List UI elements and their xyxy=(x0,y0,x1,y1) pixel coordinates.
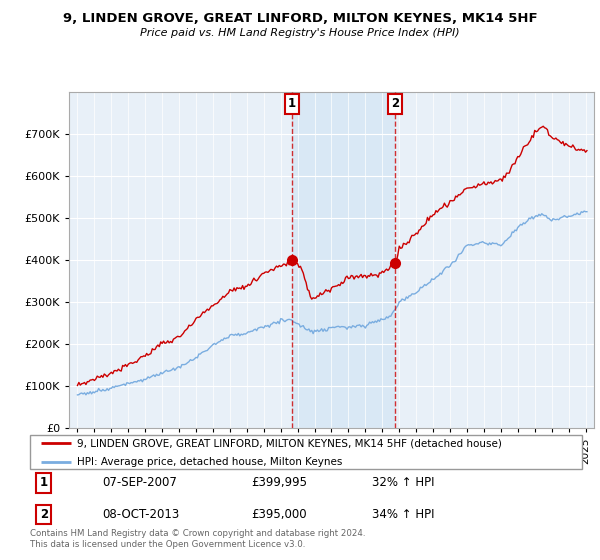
Text: 1: 1 xyxy=(288,97,296,110)
Text: 34% ↑ HPI: 34% ↑ HPI xyxy=(372,508,435,521)
Text: 07-SEP-2007: 07-SEP-2007 xyxy=(102,476,176,489)
Text: Price paid vs. HM Land Registry's House Price Index (HPI): Price paid vs. HM Land Registry's House … xyxy=(140,28,460,38)
Text: HPI: Average price, detached house, Milton Keynes: HPI: Average price, detached house, Milt… xyxy=(77,456,342,466)
Text: 32% ↑ HPI: 32% ↑ HPI xyxy=(372,476,435,489)
Text: 9, LINDEN GROVE, GREAT LINFORD, MILTON KEYNES, MK14 5HF: 9, LINDEN GROVE, GREAT LINFORD, MILTON K… xyxy=(62,12,538,25)
Text: 9, LINDEN GROVE, GREAT LINFORD, MILTON KEYNES, MK14 5HF (detached house): 9, LINDEN GROVE, GREAT LINFORD, MILTON K… xyxy=(77,438,502,448)
Bar xyxy=(292,92,395,428)
Text: Contains HM Land Registry data © Crown copyright and database right 2024.
This d: Contains HM Land Registry data © Crown c… xyxy=(30,529,365,549)
Text: 2: 2 xyxy=(40,508,48,521)
Text: 2: 2 xyxy=(391,97,399,110)
Text: 08-OCT-2013: 08-OCT-2013 xyxy=(102,508,179,521)
Text: 1: 1 xyxy=(40,476,48,489)
FancyBboxPatch shape xyxy=(30,435,582,469)
Text: £395,000: £395,000 xyxy=(251,508,307,521)
Text: £399,995: £399,995 xyxy=(251,476,307,489)
